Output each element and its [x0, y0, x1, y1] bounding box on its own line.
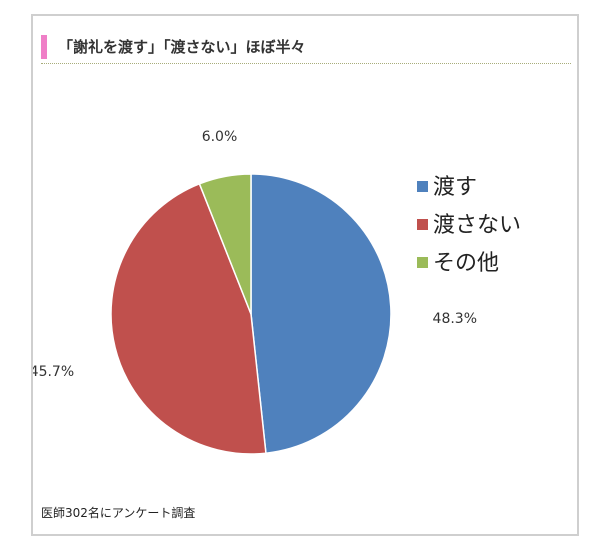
- title-bar: 「謝礼を渡す」「渡さない」ほぼ半々: [41, 33, 571, 64]
- pie-slices: [110, 173, 392, 455]
- pie-slice-watasanai: [110, 182, 267, 455]
- legend-swatch-watasanai: [417, 219, 428, 230]
- pie-value-label-sonota: 6.0%: [202, 129, 238, 145]
- chart-card: 「謝礼を渡す」「渡さない」ほぼ半々 48.3% 45.7% 6.0% 渡す渡さないそ…: [31, 14, 579, 536]
- pie-slice-watasu: [250, 173, 392, 455]
- legend-label-watasanai: 渡さない: [433, 213, 521, 238]
- legend-label-watasu: 渡す: [433, 175, 477, 200]
- source-footnote: 医師302名にアンケート調査: [41, 506, 196, 520]
- legend-swatch-watasu: [417, 181, 428, 192]
- pie-value-label-watasu: 48.3%: [433, 311, 477, 327]
- pie-slice-labels: 48.3% 45.7% 6.0%: [33, 129, 477, 380]
- chart-title: 「謝礼を渡す」「渡さない」ほぼ半々: [58, 38, 306, 56]
- legend-label-sonota: その他: [433, 251, 499, 276]
- pie-slice-sonota: [198, 173, 252, 315]
- legend-swatch-sonota: [417, 257, 428, 268]
- pie-value-label-watasanai: 45.7%: [33, 364, 74, 380]
- title-accent: [41, 35, 47, 59]
